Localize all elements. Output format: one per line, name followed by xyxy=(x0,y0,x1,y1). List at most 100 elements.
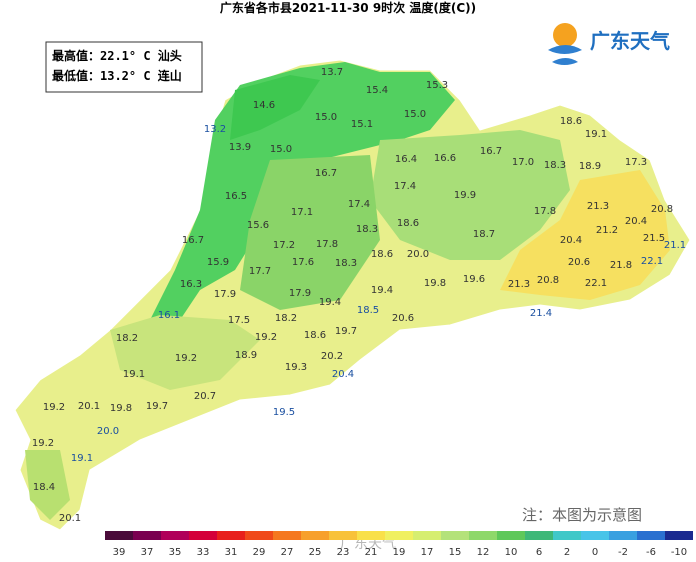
legend-swatch xyxy=(245,531,273,540)
legend-swatch xyxy=(553,531,581,540)
legend-swatch xyxy=(665,531,693,540)
station-value: 21.5 xyxy=(643,233,665,244)
station-value: 19.2 xyxy=(255,332,277,343)
station-value: 19.1 xyxy=(71,453,93,464)
legend-swatch xyxy=(217,531,245,540)
station-value: 17.8 xyxy=(316,239,338,250)
station-value: 17.5 xyxy=(228,315,250,326)
legend-swatch xyxy=(581,531,609,540)
legend-label: 6 xyxy=(536,547,542,558)
legend-label: 10 xyxy=(505,547,518,558)
station-value: 19.2 xyxy=(175,353,197,364)
station-value: 17.9 xyxy=(289,288,311,299)
legend-swatch xyxy=(441,531,469,540)
station-value: 15.9 xyxy=(207,257,229,268)
station-value: 18.9 xyxy=(579,161,601,172)
legend-label: 23 xyxy=(337,547,350,558)
station-value: 17.7 xyxy=(249,266,271,277)
legend: 39 37 35 33 31 29 27 25 23 21 19 17 15 12 10 6 2 0 -2 -6 -10 xyxy=(105,531,693,558)
station-value: 18.6 xyxy=(371,249,393,260)
station-value: 20.4 xyxy=(332,369,354,380)
station-value: 15.4 xyxy=(366,85,388,96)
station-value: 22.1 xyxy=(585,278,607,289)
legend-swatch xyxy=(385,531,413,540)
legend-label: 0 xyxy=(592,547,598,558)
station-value: 15.0 xyxy=(270,144,292,155)
station-value: 20.6 xyxy=(392,313,414,324)
station-value: 19.7 xyxy=(146,401,168,412)
legend-label: 19 xyxy=(393,547,406,558)
station-value: 22.1 xyxy=(641,256,663,267)
station-value: 18.2 xyxy=(116,333,138,344)
station-value: 18.6 xyxy=(397,218,419,229)
legend-label: 35 xyxy=(169,547,182,558)
station-value: 20.4 xyxy=(560,235,582,246)
station-value: 16.1 xyxy=(158,310,180,321)
stat-max: 最高值：22.1° C 汕头 xyxy=(52,48,182,63)
station-value: 16.7 xyxy=(182,235,204,246)
station-value: 19.3 xyxy=(285,362,307,373)
station-value: 20.8 xyxy=(537,275,559,286)
station-value: 20.4 xyxy=(625,216,647,227)
station-value: 19.4 xyxy=(319,297,341,308)
station-value: 17.4 xyxy=(348,199,370,210)
legend-label: 39 xyxy=(113,547,126,558)
station-value: 18.3 xyxy=(335,258,357,269)
station-value: 21.8 xyxy=(610,260,632,271)
legend-label: 31 xyxy=(225,547,238,558)
station-value: 14.6 xyxy=(253,100,275,111)
station-value: 15.1 xyxy=(351,119,373,130)
legend-swatch xyxy=(189,531,217,540)
station-value: 13.9 xyxy=(229,142,251,153)
station-value: 18.5 xyxy=(357,305,379,316)
station-value: 17.0 xyxy=(512,157,534,168)
station-value: 17.2 xyxy=(273,240,295,251)
legend-label: 12 xyxy=(477,547,490,558)
legend-label: 37 xyxy=(141,547,154,558)
station-value: 18.6 xyxy=(560,116,582,127)
station-value: 18.4 xyxy=(33,482,55,493)
legend-label: 33 xyxy=(197,547,210,558)
station-value: 19.5 xyxy=(273,407,295,418)
station-value: 17.8 xyxy=(534,206,556,217)
station-value: 16.6 xyxy=(434,153,456,164)
station-value: 20.8 xyxy=(651,204,673,215)
station-value: 13.7 xyxy=(321,67,343,78)
station-value: 16.4 xyxy=(395,154,417,165)
station-value: 19.1 xyxy=(123,369,145,380)
station-value: 16.3 xyxy=(180,279,202,290)
legend-label: 2 xyxy=(564,547,570,558)
logo-text: 广东天气 xyxy=(590,29,670,53)
legend-label: -2 xyxy=(618,547,628,558)
legend-swatch xyxy=(133,531,161,540)
station-value: 20.0 xyxy=(97,426,119,437)
station-value: 15.0 xyxy=(315,112,337,123)
station-value: 15.6 xyxy=(247,220,269,231)
station-value: 19.8 xyxy=(424,278,446,289)
station-value: 20.0 xyxy=(407,249,429,260)
legend-swatch xyxy=(525,531,553,540)
station-value: 19.9 xyxy=(454,190,476,201)
station-value: 15.0 xyxy=(404,109,426,120)
station-value: 21.2 xyxy=(596,225,618,236)
station-value: 15.3 xyxy=(426,80,448,91)
legend-swatch xyxy=(413,531,441,540)
logo-icon xyxy=(548,23,582,65)
station-value: 19.2 xyxy=(43,402,65,413)
note: 注：本图为示意图 xyxy=(522,506,642,524)
station-value: 19.2 xyxy=(32,438,54,449)
legend-label: -6 xyxy=(646,547,656,558)
legend-swatch xyxy=(609,531,637,540)
station-value: 20.6 xyxy=(568,257,590,268)
station-value: 18.7 xyxy=(473,229,495,240)
legend-label: 21 xyxy=(365,547,378,558)
legend-swatch xyxy=(301,531,329,540)
title: 广东省各市县2021-11-30 9时次 温度(度(C)) xyxy=(220,0,476,15)
station-value: 20.2 xyxy=(321,351,343,362)
station-value: 20.1 xyxy=(78,401,100,412)
legend-label: 29 xyxy=(253,547,266,558)
station-value: 21.3 xyxy=(587,201,609,212)
legend-swatch xyxy=(105,531,133,540)
legend-label: 15 xyxy=(449,547,462,558)
